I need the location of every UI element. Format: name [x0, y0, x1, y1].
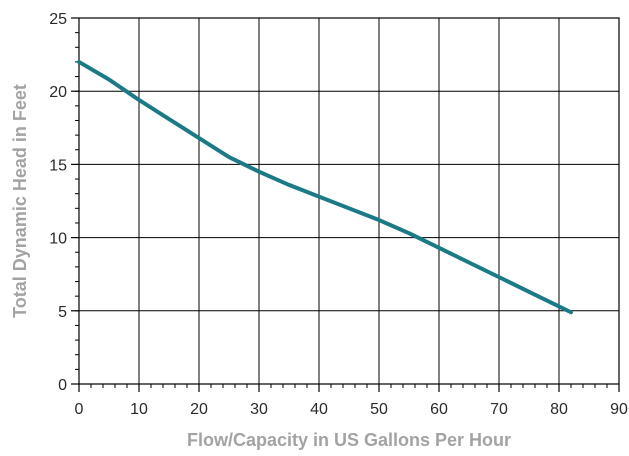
y-tick-label: 15 — [49, 157, 67, 174]
series-layer — [79, 62, 571, 312]
y-axis-title: Total Dynamic Head in Feet — [10, 84, 30, 318]
x-tick-label: 20 — [190, 401, 208, 418]
plot-frame — [79, 18, 619, 384]
x-axis-title: Flow/Capacity in US Gallons Per Hour — [187, 430, 511, 450]
x-tick-label: 30 — [250, 401, 268, 418]
y-tick-label: 25 — [49, 11, 67, 28]
y-tick-label: 10 — [49, 231, 67, 248]
x-tick-label: 90 — [610, 401, 628, 418]
y-tick-label: 0 — [58, 377, 67, 394]
x-tick-label: 60 — [430, 401, 448, 418]
grid — [79, 18, 619, 384]
x-tick-label: 50 — [370, 401, 388, 418]
x-tick-label: 0 — [75, 401, 84, 418]
x-tick-label: 40 — [310, 401, 328, 418]
x-tick-label: 10 — [130, 401, 148, 418]
x-tick-label: 70 — [490, 401, 508, 418]
series-line — [79, 62, 571, 312]
y-tick-labels: 0 5 10 15 20 25 — [49, 11, 67, 394]
x-tick-labels: 0 10 20 30 40 50 60 70 80 90 — [75, 401, 628, 418]
x-tick-label: 80 — [550, 401, 568, 418]
y-tick-label: 5 — [58, 304, 67, 321]
y-tick-label: 20 — [49, 84, 67, 101]
